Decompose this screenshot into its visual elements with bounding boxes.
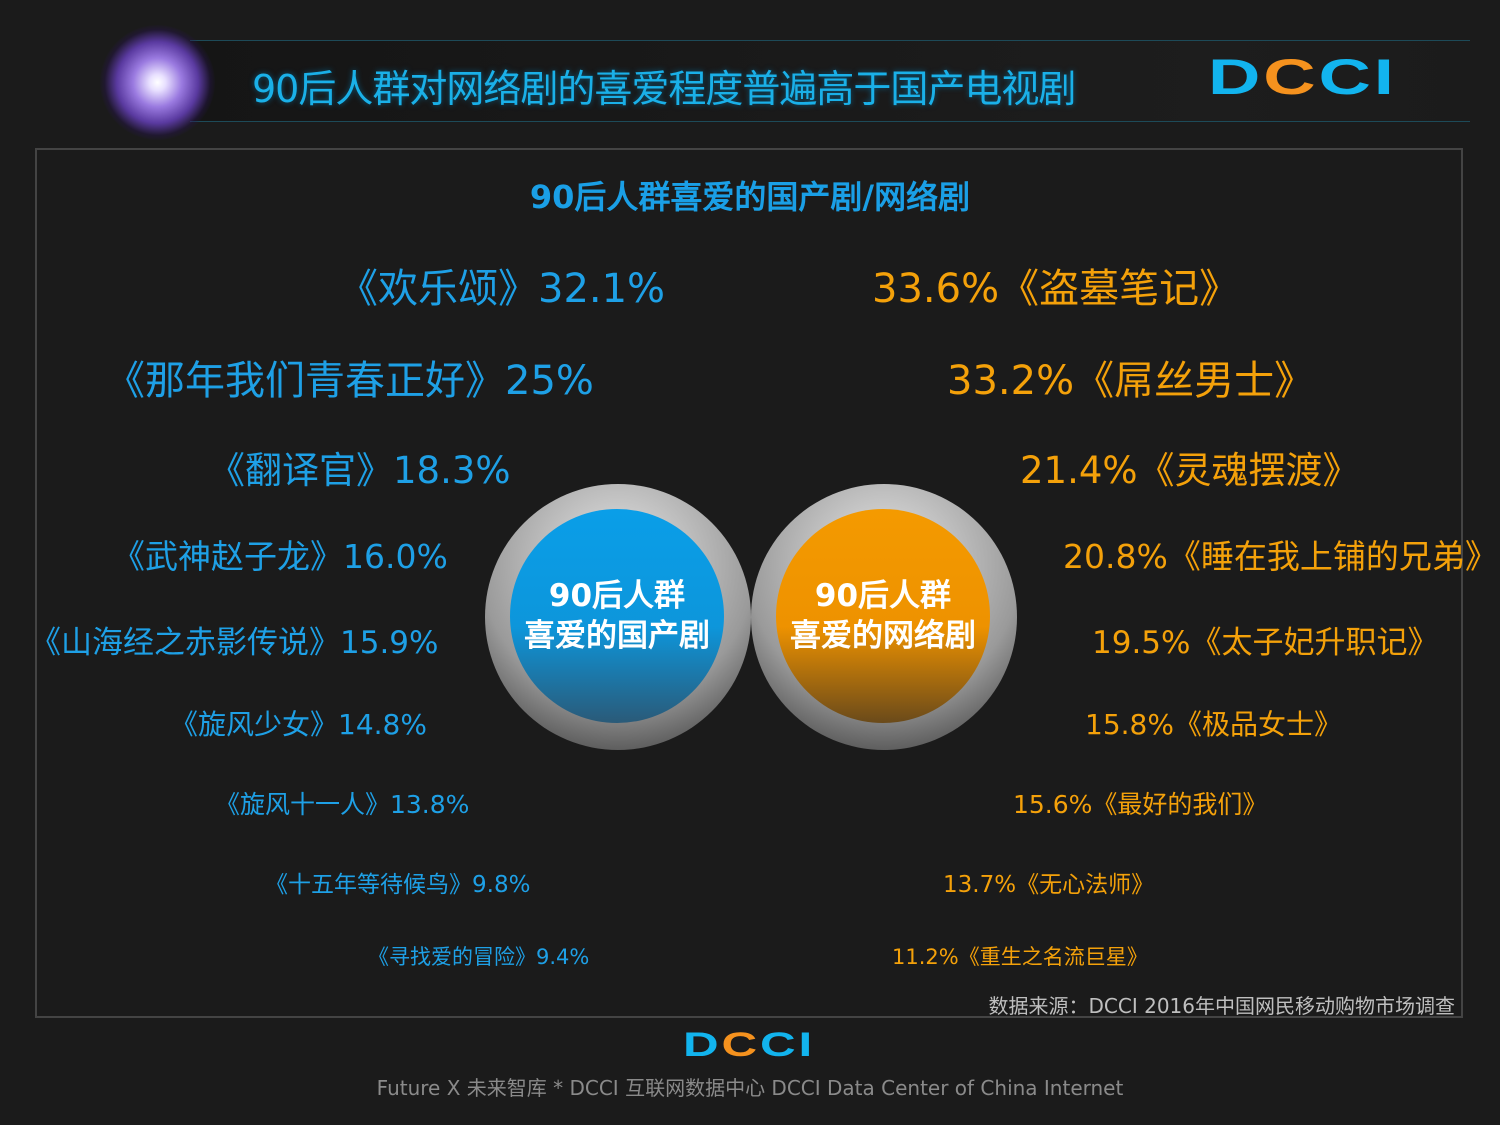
web-drama-item: 13.7%《无心法师》 xyxy=(943,872,1155,898)
starburst-icon xyxy=(100,25,215,140)
circle-line: 90后人群 xyxy=(814,578,952,614)
web-drama-item: 21.4%《灵魂摆渡》 xyxy=(1020,449,1360,492)
logo-letter: C xyxy=(721,1026,761,1064)
logo-letter: C xyxy=(760,1026,799,1064)
web-drama-item: 19.5%《太子妃升职记》 xyxy=(1092,625,1439,661)
footer-text: Future X 未来智库 * DCCI 互联网数据中心 DCCI Data C… xyxy=(376,1076,1124,1100)
page-title: 90后人群对网络剧的喜爱程度普遍高于国产电视剧 xyxy=(252,67,1076,111)
tv-drama-item: 《寻找爱的冒险》9.4% xyxy=(368,945,590,969)
web-drama-item: 33.6%《盗墓笔记》 xyxy=(872,266,1240,312)
web-drama-item: 20.8%《睡在我上铺的兄弟》 xyxy=(1063,537,1498,576)
logo-letter: I xyxy=(798,1026,816,1064)
web-drama-item: 15.6%《最好的我们》 xyxy=(1013,790,1268,819)
tv-drama-circle: 90后人群 喜爱的国产剧 xyxy=(485,484,751,750)
section-title: 90后人群喜爱的国产剧/网络剧 xyxy=(529,178,971,216)
circle-line: 90后人群 xyxy=(548,578,686,614)
tv-drama-item: 《旋风十一人》13.8% xyxy=(215,790,470,819)
content-panel xyxy=(35,148,1463,1018)
web-drama-circle-label: 90后人群 喜爱的网络剧 xyxy=(776,509,990,723)
logo-letter: D xyxy=(1208,49,1264,105)
circle-line: 喜爱的国产剧 xyxy=(524,618,710,654)
logo-letter: I xyxy=(1373,49,1397,105)
data-source: 数据来源：DCCI 2016年中国网民移动购物市场调查 xyxy=(988,994,1455,1018)
tv-drama-item: 《欢乐颂》32.1% xyxy=(338,266,666,312)
logo-letter: D xyxy=(683,1026,722,1064)
tv-drama-item: 《山海经之赤影传说》15.9% xyxy=(30,625,439,661)
tv-drama-item: 《十五年等待候鸟》9.8% xyxy=(265,872,531,898)
web-drama-item: 15.8%《极品女士》 xyxy=(1085,708,1342,741)
circle-line: 喜爱的网络剧 xyxy=(790,618,976,654)
tv-drama-item: 《翻译官》18.3% xyxy=(208,449,511,492)
web-drama-circle: 90后人群 喜爱的网络剧 xyxy=(751,484,1017,750)
tv-drama-item: 《那年我们青春正好》25% xyxy=(105,358,594,404)
web-drama-item: 33.2%《屌丝男士》 xyxy=(947,358,1315,404)
title-banner xyxy=(190,40,1470,122)
tv-drama-circle-label: 90后人群 喜爱的国产剧 xyxy=(510,509,724,723)
logo-letter: C xyxy=(1263,49,1319,105)
tv-drama-item: 《旋风少女》14.8% xyxy=(170,708,427,741)
dcci-logo: DCCI xyxy=(1208,48,1397,106)
dcci-footer-logo: DCCI xyxy=(683,1026,815,1065)
logo-letter: C xyxy=(1318,49,1374,105)
web-drama-item: 11.2%《重生之名流巨星》 xyxy=(892,945,1148,969)
tv-drama-item: 《武神赵子龙》16.0% xyxy=(112,537,448,576)
